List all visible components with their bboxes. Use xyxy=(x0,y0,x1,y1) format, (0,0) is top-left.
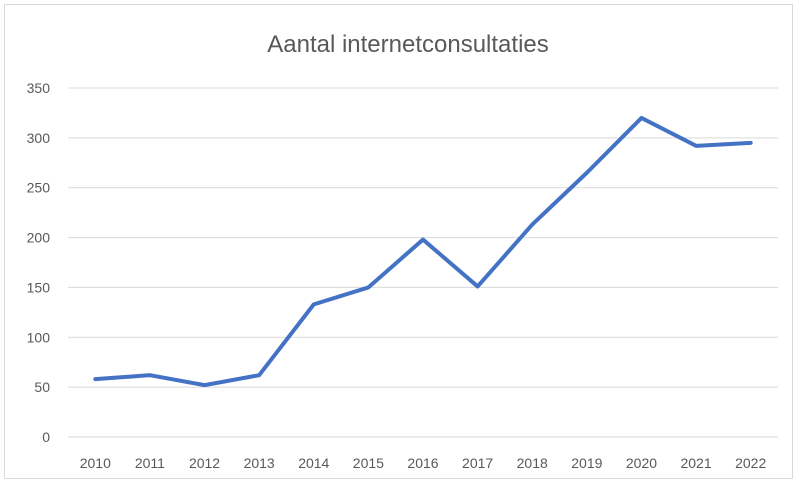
y-tick-label: 100 xyxy=(27,329,51,345)
y-tick-label: 250 xyxy=(27,180,51,196)
x-tick-label: 2010 xyxy=(80,455,111,471)
gridlines xyxy=(68,87,778,438)
x-tick-label: 2012 xyxy=(189,455,220,471)
y-tick-label: 50 xyxy=(34,379,50,395)
y-tick-label: 350 xyxy=(27,80,51,96)
x-tick-label: 2020 xyxy=(626,455,657,471)
y-tick-label: 150 xyxy=(27,279,51,295)
x-tick-label: 2013 xyxy=(244,455,275,471)
x-tick-label: 2011 xyxy=(135,455,165,471)
chart-title: Aantal internetconsultaties xyxy=(267,31,549,58)
y-tick-label: 0 xyxy=(42,429,50,445)
x-tick-label: 2021 xyxy=(680,455,711,471)
y-tick-label: 300 xyxy=(27,130,51,146)
x-tick-label: 2022 xyxy=(735,455,766,471)
x-tick-label: 2017 xyxy=(462,455,493,471)
x-tick-label: 2018 xyxy=(517,455,548,471)
x-tick-label: 2019 xyxy=(571,455,602,471)
chart-frame xyxy=(4,4,793,479)
y-axis-ticks: 0 50 100 150 200 250 300 350 xyxy=(27,80,51,445)
x-axis-ticks: 2010 2011 2012 2013 2014 2015 2016 2017 2018 2019… xyxy=(80,455,767,471)
x-tick-label: 2014 xyxy=(298,455,329,471)
series-line-0 xyxy=(93,115,753,388)
x-tick-label: 2015 xyxy=(353,455,384,471)
series-layer xyxy=(93,115,753,388)
x-tick-label: 2016 xyxy=(407,455,438,471)
y-tick-label: 200 xyxy=(27,230,51,246)
